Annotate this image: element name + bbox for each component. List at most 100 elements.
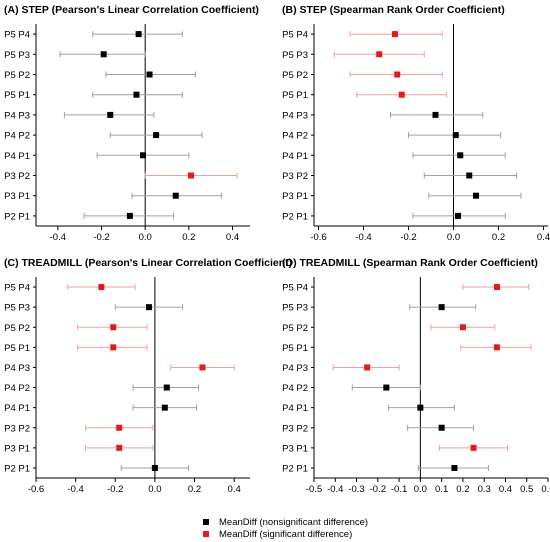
mean-diff-marker bbox=[145, 304, 152, 311]
mean-diff-marker bbox=[493, 344, 500, 351]
panel-c: (C) TREADMILL (Pearson's Linear Correlat… bbox=[4, 257, 292, 495]
mean-diff-marker bbox=[398, 91, 405, 98]
x-tick-label: 0.4 bbox=[226, 232, 239, 243]
x-tick-label: -0.4 bbox=[355, 232, 371, 243]
category-label: P5 P3 bbox=[282, 50, 308, 61]
x-tick-label: -0.4 bbox=[50, 232, 66, 243]
x-tick-label: 0.6 bbox=[541, 484, 550, 495]
x-tick-label: -0.6 bbox=[310, 232, 326, 243]
category-label: P4 P2 bbox=[4, 383, 30, 394]
category-label: P2 P1 bbox=[282, 211, 308, 222]
x-tick-label: -0.1 bbox=[391, 484, 407, 495]
mean-diff-marker bbox=[135, 31, 142, 38]
category-label: P4 P1 bbox=[282, 403, 308, 414]
x-tick-label: 0.0 bbox=[148, 484, 161, 495]
category-label: P4 P2 bbox=[4, 131, 30, 142]
mean-diff-marker bbox=[116, 424, 123, 431]
mean-diff-marker bbox=[394, 71, 401, 78]
x-tick-label: 0.3 bbox=[478, 484, 491, 495]
mean-diff-marker bbox=[126, 212, 133, 219]
mean-diff-marker bbox=[98, 284, 105, 291]
legend-label-significant: MeanDiff (significant difference) bbox=[219, 529, 352, 540]
category-label: P4 P2 bbox=[282, 131, 308, 142]
panel-d: (D) TREADMILL (Spearman Rank Order Coeff… bbox=[282, 257, 550, 495]
x-tick-label: 0.0 bbox=[139, 232, 152, 243]
category-label: P3 P1 bbox=[282, 191, 308, 202]
mean-diff-marker bbox=[116, 444, 123, 451]
mean-diff-marker bbox=[161, 404, 168, 411]
legend: MeanDiff (nonsignificant difference) Mea… bbox=[203, 517, 368, 540]
mean-diff-marker bbox=[383, 384, 390, 391]
category-label: P4 P1 bbox=[282, 151, 308, 162]
category-label: P3 P2 bbox=[282, 423, 308, 434]
x-tick-label: -0.4 bbox=[67, 484, 83, 495]
legend-label-nonsignificant: MeanDiff (nonsignificant difference) bbox=[219, 517, 368, 528]
category-label: P5 P3 bbox=[4, 303, 30, 314]
category-label: P3 P2 bbox=[282, 171, 308, 182]
category-label: P5 P4 bbox=[4, 30, 30, 41]
category-label: P4 P1 bbox=[4, 151, 30, 162]
x-tick-label: -0.6 bbox=[28, 484, 44, 495]
mean-diff-marker bbox=[438, 304, 445, 311]
x-tick-label: 0.2 bbox=[188, 484, 201, 495]
mean-diff-marker bbox=[452, 132, 459, 139]
mean-diff-marker bbox=[438, 424, 445, 431]
category-label: P4 P1 bbox=[4, 403, 30, 414]
mean-diff-marker bbox=[151, 464, 158, 471]
x-tick-label: -0.3 bbox=[348, 484, 364, 495]
legend-swatch-significant bbox=[203, 531, 209, 537]
mean-diff-marker bbox=[188, 172, 195, 179]
mean-diff-marker bbox=[172, 192, 179, 199]
category-label: P2 P1 bbox=[4, 463, 30, 474]
mean-diff-marker bbox=[110, 344, 117, 351]
category-label: P5 P3 bbox=[282, 303, 308, 314]
panel-c-title: (C) TREADMILL (Pearson's Linear Correlat… bbox=[4, 257, 292, 269]
category-label: P5 P2 bbox=[4, 70, 30, 81]
category-label: P5 P2 bbox=[282, 70, 308, 81]
mean-diff-marker bbox=[470, 444, 477, 451]
mean-diff-marker bbox=[466, 172, 473, 179]
x-tick-label: -0.5 bbox=[306, 484, 322, 495]
panel-c-plot: -0.6 -0.4 -0.2 0.0 0.2 0.4 P5 P4 P5 P3 P5 P2 P5 P… bbox=[4, 277, 250, 495]
category-label: P4 P3 bbox=[282, 110, 308, 121]
category-label: P5 P1 bbox=[4, 90, 30, 101]
category-label: P2 P1 bbox=[4, 211, 30, 222]
category-label: P3 P1 bbox=[282, 443, 308, 454]
x-tick-label: -0.2 bbox=[93, 232, 109, 243]
category-label: P5 P2 bbox=[282, 323, 308, 334]
x-tick-label: -0.2 bbox=[107, 484, 123, 495]
category-label: P5 P1 bbox=[4, 343, 30, 354]
category-label: P5 P4 bbox=[282, 30, 308, 41]
category-label: P4 P3 bbox=[4, 363, 30, 374]
x-tick-label: 0.4 bbox=[537, 232, 550, 243]
mean-diff-marker bbox=[107, 111, 114, 118]
panel-b-plot: -0.6 -0.4 -0.2 0.0 0.2 0.4 P5 P4 P5 P3 P5 P2 P5 P… bbox=[282, 24, 550, 243]
x-tick-label: -0.4 bbox=[327, 484, 343, 495]
mean-diff-marker bbox=[432, 111, 439, 118]
category-label: P5 P4 bbox=[4, 283, 30, 294]
panel-d-title: (D) TREADMILL (Spearman Rank Order Coeff… bbox=[282, 257, 538, 269]
mean-diff-marker bbox=[459, 324, 466, 331]
panel-a: (A) STEP (Pearson's Linear Correlation C… bbox=[4, 4, 259, 243]
x-tick-label: 0.5 bbox=[520, 484, 533, 495]
mean-diff-marker bbox=[163, 384, 170, 391]
category-label: P4 P2 bbox=[282, 383, 308, 394]
category-label: P5 P3 bbox=[4, 50, 30, 61]
mean-diff-marker bbox=[364, 364, 371, 371]
x-tick-label: 0.4 bbox=[499, 484, 512, 495]
legend-swatch-nonsignificant bbox=[203, 519, 209, 525]
category-label: P5 P4 bbox=[282, 283, 308, 294]
x-tick-label: 0.2 bbox=[182, 232, 195, 243]
mean-diff-marker bbox=[473, 192, 479, 199]
mean-diff-marker bbox=[417, 404, 424, 411]
category-label: P3 P1 bbox=[4, 443, 30, 454]
mean-diff-marker bbox=[133, 91, 140, 98]
mean-diff-marker bbox=[451, 464, 458, 471]
mean-diff-marker bbox=[140, 152, 146, 159]
x-tick-label: 0.4 bbox=[228, 484, 241, 495]
category-label: P4 P3 bbox=[4, 110, 30, 121]
mean-diff-marker bbox=[455, 212, 461, 219]
panel-a-plot: -0.4 -0.2 0.0 0.2 0.4 P5 P4 P5 P3 P5 P2 P5 P1 P4 … bbox=[4, 24, 250, 243]
x-tick-label: 0.0 bbox=[447, 232, 460, 243]
